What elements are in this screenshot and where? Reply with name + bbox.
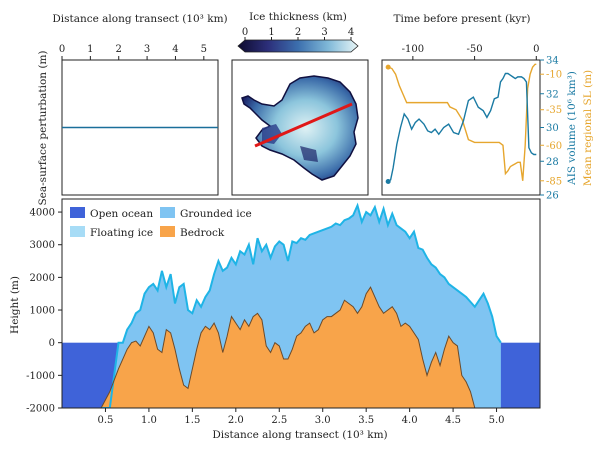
sea-surface-ylabel: Sea-surface perturbation (m) <box>37 50 49 205</box>
ais-volume-tick-label: 34 <box>546 56 559 67</box>
transect-x-tick-label: 4.0 <box>402 415 418 426</box>
sea-level-tick-label: -10 <box>546 70 562 81</box>
ice-thickness-panel: Ice thickness (km) 0 1 2 3 4 <box>231 11 369 196</box>
sea-surface-x-tick-label: 4 <box>172 44 178 55</box>
transect-line <box>254 102 353 148</box>
transect-x-tick-label: 1.5 <box>184 415 200 426</box>
colorbar-tick-label: 1 <box>268 27 274 38</box>
legend-swatch-grounded-ice <box>160 207 175 218</box>
ais-volume-ylabel: AIS volume (10⁶ km³) <box>566 71 578 186</box>
sea-surface-x-tick-label: 1 <box>87 44 93 55</box>
height-y-tick-label: 4000 <box>30 208 55 219</box>
ais-volume-start-marker <box>385 179 391 184</box>
transect-x-ticks: 0.5 1.0 1.5 2.0 2.5 3.0 3.5 4.0 4.5 5.0 <box>98 408 505 426</box>
bedrock-line <box>100 286 501 408</box>
transect-x-tick-label: 3.5 <box>358 415 374 426</box>
sea-level-ticks: -10 -35 -60 -85 <box>540 70 562 187</box>
transect-xlabel: Distance along transect (10³ km) <box>212 429 387 441</box>
height-y-tick-label: 1000 <box>30 306 55 317</box>
sea-level-tick-label: -85 <box>546 176 562 187</box>
sea-surface-x-tick-label: 3 <box>144 44 150 55</box>
transect-x-tick-label: 2.0 <box>228 415 244 426</box>
time-x-ticks: -100 -50 0 <box>402 44 539 60</box>
transect-axes-frame <box>61 198 541 409</box>
ais-volume-line <box>387 72 537 183</box>
sea-surface-x-tick-label: 0 <box>59 44 65 55</box>
sea-level-ylabel: Mean regional SL (m) <box>582 70 594 186</box>
sea-surface-x-ticks: 0 1 2 3 4 5 <box>59 44 207 60</box>
colorbar-tick-label: 0 <box>242 27 248 38</box>
grounded-ice-area <box>101 205 501 408</box>
colorbar-tick-label: 4 <box>348 27 354 38</box>
ross-ice-shelf <box>262 124 282 144</box>
height-ylabel: Height (m) <box>9 276 21 334</box>
colorbar <box>237 39 359 53</box>
transect-x-tick-label: 3.0 <box>315 415 331 426</box>
height-y-tick-label: 0 <box>49 338 55 349</box>
colorbar-tick-label: 2 <box>295 27 301 38</box>
bedrock-area <box>101 287 501 408</box>
time-x-tick-label: -100 <box>402 44 424 55</box>
height-y-tick-label: 2000 <box>30 273 55 284</box>
transect-x-tick-label: 2.5 <box>271 415 287 426</box>
time-x-tick-label: 0 <box>533 44 539 55</box>
colorbar-tick-label: 3 <box>321 27 327 38</box>
ice-surface-line <box>101 202 502 408</box>
legend-label-open-ocean: Open ocean <box>90 208 153 220</box>
height-y-tick-label: -2000 <box>26 404 55 415</box>
ais-volume-tick-label: 30 <box>546 123 559 134</box>
transect-x-tick-label: 0.5 <box>98 415 114 426</box>
sea-surface-xlabel: Distance along transect (10³ km) <box>52 13 227 25</box>
transect-x-tick-label: 5.0 <box>489 415 505 426</box>
sea-surface-x-tick-label: 2 <box>116 44 122 55</box>
transect-x-tick-label: 4.5 <box>445 415 461 426</box>
colorbar-ticks: 0 1 2 3 4 <box>242 27 354 40</box>
ais-volume-tick-label: 32 <box>546 89 559 100</box>
height-y-tick-label: -1000 <box>26 371 55 382</box>
colorbar-label: Ice thickness (km) <box>249 11 347 23</box>
ais-volume-tick-label: 28 <box>546 157 559 168</box>
antarctica-map <box>241 75 359 181</box>
mean-regional-sl-start-marker <box>385 64 391 70</box>
legend-swatch-open-ocean <box>70 207 85 218</box>
sea-level-tick-label: -35 <box>546 105 562 116</box>
legend-swatch-bedrock <box>160 226 175 237</box>
ais-volume-ticks: 26 28 30 32 34 <box>540 56 559 202</box>
ais-volume-tick-label: 26 <box>546 191 559 202</box>
legend-label-bedrock: Bedrock <box>180 227 225 239</box>
time-x-tick-label: -50 <box>467 44 483 55</box>
sea-surface-x-tick-label: 5 <box>201 44 207 55</box>
legend-label-grounded-ice: Grounded ice <box>180 208 252 220</box>
time-xlabel: Time before present (kyr) <box>394 13 531 25</box>
transect-panel: 0.5 1.0 1.5 2.0 2.5 3.0 3.5 4.0 4.5 5.0 4000 3000 2… <box>9 198 541 441</box>
sea-level-tick-label: -60 <box>546 141 562 152</box>
legend: Open ocean Grounded ice Floating ice Bed… <box>70 207 252 239</box>
mean-regional-sl-line <box>387 63 537 181</box>
legend-label-floating-ice: Floating ice <box>90 227 153 239</box>
height-y-tick-label: 3000 <box>30 240 55 251</box>
height-y-ticks: 4000 3000 2000 1000 0 -1000 -2000 <box>26 208 62 415</box>
transect-x-tick-label: 1.0 <box>141 415 157 426</box>
legend-swatch-floating-ice <box>70 226 85 237</box>
weddell-ice-shelf <box>300 146 318 162</box>
ais-volume-panel: -100 -50 0 26 28 30 32 34 -10 -35 -60 -85 Time be… <box>381 13 594 202</box>
